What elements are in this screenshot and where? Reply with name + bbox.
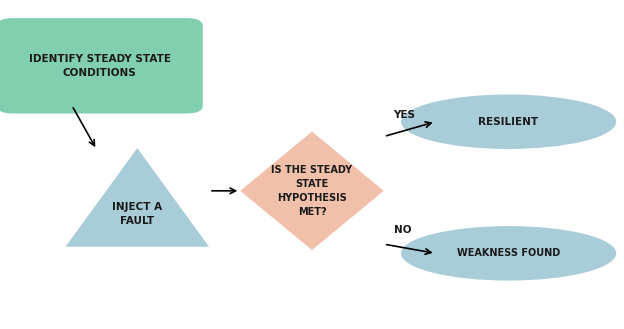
Text: INJECT A
FAULT: INJECT A FAULT bbox=[112, 202, 162, 226]
Text: RESILIENT: RESILIENT bbox=[479, 117, 539, 127]
Text: WEAKNESS FOUND: WEAKNESS FOUND bbox=[457, 248, 560, 258]
Polygon shape bbox=[66, 148, 209, 247]
Text: YES: YES bbox=[393, 110, 416, 120]
Ellipse shape bbox=[401, 226, 616, 281]
Text: IS THE STEADY
STATE
HYPOTHESIS
MET?: IS THE STEADY STATE HYPOTHESIS MET? bbox=[271, 165, 353, 217]
FancyBboxPatch shape bbox=[0, 18, 203, 114]
Ellipse shape bbox=[401, 94, 616, 149]
Text: IDENTIFY STEADY STATE
CONDITIONS: IDENTIFY STEADY STATE CONDITIONS bbox=[29, 54, 171, 78]
Text: NO: NO bbox=[394, 225, 411, 235]
Polygon shape bbox=[240, 132, 384, 250]
